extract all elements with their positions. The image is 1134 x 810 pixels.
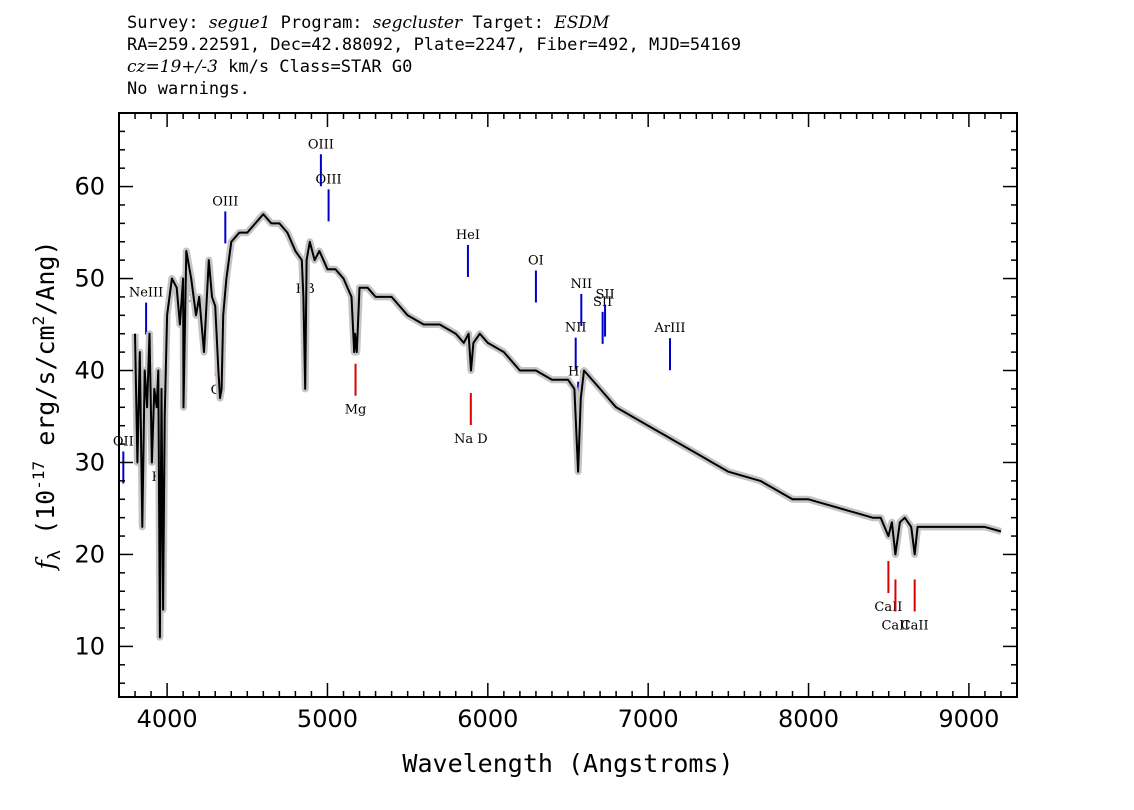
emission-line-label: OI <box>528 254 544 269</box>
emission-line-label: NII <box>570 277 592 292</box>
target-label: Target: <box>472 13 545 33</box>
emission-line-label: ArIII <box>653 321 685 336</box>
emission-line-label: OII <box>113 434 134 449</box>
emission-line-label: NeIII <box>129 286 163 301</box>
emission-line-label: SII <box>595 288 614 303</box>
emission-line-label: HeI <box>456 228 480 243</box>
emission-line-label: SII <box>593 295 612 310</box>
spectrum-series <box>131 210 1002 641</box>
class-info: km/s Class=STAR G0 <box>217 57 413 77</box>
y-tick-label: 20 <box>74 540 105 568</box>
cz-value: cz=19+/-3 <box>127 57 218 77</box>
absorption-line-label: CaII <box>881 618 909 633</box>
x-tick-label: 5000 <box>297 705 358 733</box>
x-tick-label: 8000 <box>778 705 839 733</box>
y-tick-label: 50 <box>74 265 105 293</box>
y-axis-title-text: fλ (10-17 erg/s/cm2/Ang) <box>29 240 65 571</box>
header-line-3: cz=19+/-3 km/s Class=STAR G0 <box>127 56 741 78</box>
emission-line-label: OIII <box>308 137 334 152</box>
y-tick-label: 10 <box>74 632 105 660</box>
y-axis-title: fλ (10-17 erg/s/cm2/Ang) <box>29 240 65 571</box>
emission-line-label: NII <box>565 321 587 336</box>
target-value: ESDM <box>554 13 610 33</box>
y-tick-label: 60 <box>74 173 105 201</box>
header-line-1: Survey: segue1 Program: segcluster Targe… <box>127 12 741 34</box>
absorption-line-label: G <box>211 383 221 398</box>
spectrum-header: Survey: segue1 Program: segcluster Targe… <box>127 12 741 100</box>
program-label: Program: <box>280 13 363 33</box>
x-tick-label: 7000 <box>618 705 679 733</box>
emission-line-label: OIII <box>316 172 342 187</box>
absorption-line-label: Mg <box>345 403 367 418</box>
x-axis-title: Wavelength (Angstroms) <box>402 749 733 778</box>
spectrum-error-band <box>131 210 1002 641</box>
survey-label: Survey: <box>127 13 199 33</box>
axis-ticks: 4000 5000 6000 7000 8000 9000 10 20 30 40 50 60 <box>74 112 1017 733</box>
absorption-line-label: Na D <box>454 432 488 447</box>
program-value: segcluster <box>372 13 463 33</box>
header-line-4: No warnings. <box>127 79 250 99</box>
spectrum-line <box>134 213 1002 639</box>
absorption-line-label: CaII <box>901 618 929 633</box>
survey-value: segue1 <box>208 13 271 33</box>
header-line-2: RA=259.22591, Dec=42.88092, Plate=2247, … <box>127 35 742 55</box>
y-tick-label: 40 <box>74 357 105 385</box>
emission-line-label: OIII <box>212 194 238 209</box>
x-tick-label: 9000 <box>938 705 999 733</box>
absorption-line-label: CaII <box>874 600 902 615</box>
x-tick-label: 4000 <box>137 705 198 733</box>
y-tick-label: 30 <box>74 448 105 476</box>
x-tick-label: 6000 <box>457 705 518 733</box>
